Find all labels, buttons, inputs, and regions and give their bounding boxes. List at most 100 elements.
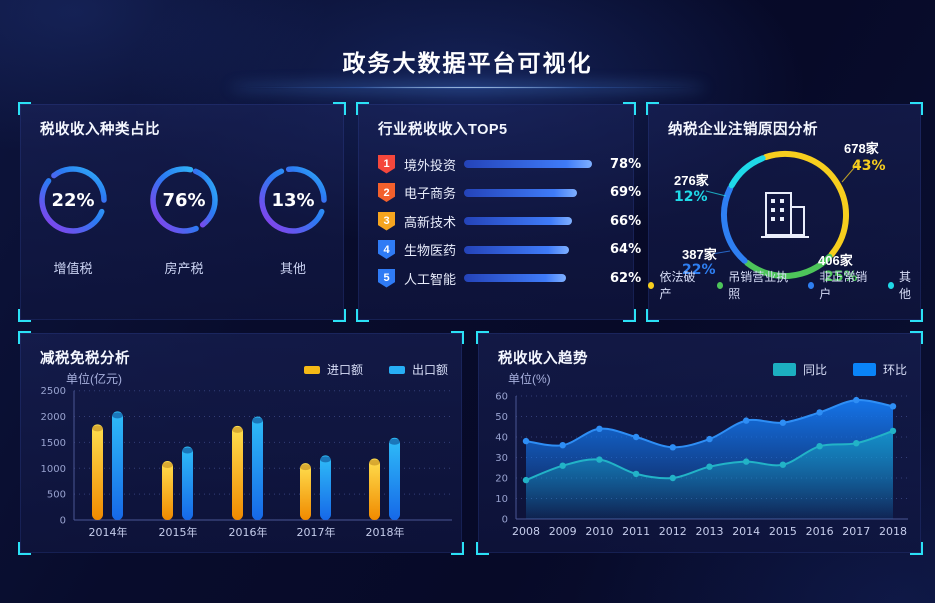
corner-bracket xyxy=(18,331,31,344)
svg-text:20: 20 xyxy=(495,474,508,485)
rank-percent: 69% xyxy=(610,185,642,200)
data-point xyxy=(706,435,713,443)
data-point xyxy=(596,456,603,463)
top5-row: 1 境外投资 78% xyxy=(378,154,641,174)
rank-percent: 66% xyxy=(610,213,642,229)
corner-bracket xyxy=(476,542,489,555)
bar-import xyxy=(92,424,103,520)
rank-percent: 78% xyxy=(610,156,642,172)
svg-text:30: 30 xyxy=(495,453,508,464)
rank-label: 高新技术 xyxy=(404,214,457,230)
svg-text:2012: 2012 xyxy=(659,525,687,538)
bar-export xyxy=(320,455,331,520)
legend-item[interactable]: 其他 xyxy=(887,268,921,302)
data-point xyxy=(853,440,860,447)
panel-title: 税收收入种类占比 xyxy=(40,122,160,138)
donut-slice xyxy=(728,155,766,189)
panel-title: 行业税收收入TOP5 xyxy=(378,122,508,138)
rank-bar-fill xyxy=(464,217,572,225)
donut-canvas xyxy=(705,150,861,279)
panel-title: 纳税企业注销原因分析 xyxy=(668,122,818,138)
bar-export xyxy=(252,416,263,520)
svg-text:2015: 2015 xyxy=(769,525,797,538)
corner-bracket xyxy=(356,102,369,115)
svg-text:2017: 2017 xyxy=(842,525,870,538)
legend-item[interactable]: 环比 xyxy=(852,361,907,378)
area-chart-legend: 同比 环比 xyxy=(772,361,907,378)
donut-chart: 678家 43% 276家 12% 387家 22% 406家 25% xyxy=(648,104,921,320)
legend-item[interactable]: 进口额 xyxy=(303,361,363,378)
legend-label: 其他 xyxy=(899,270,912,301)
panel-tax-trend: 税收收入趋势 单位(%) 同比 环比 0 10 20 30 40 50 60 2008 2009 2… xyxy=(476,331,923,555)
bar-import xyxy=(232,425,243,520)
panel-tax-reduction: 减税免税分析 单位(亿元) 进口额 出口额 0 500 1000 1500 2000 250… xyxy=(18,331,464,555)
rank-bar xyxy=(464,160,610,168)
corner-bracket xyxy=(910,102,923,115)
legend-item[interactable]: 非正常销户 xyxy=(807,268,875,302)
legend-label: 进口额 xyxy=(326,363,363,377)
rank-label: 生物医药 xyxy=(404,243,457,258)
ring-percent: 22% xyxy=(51,189,95,211)
legend-swatch xyxy=(772,363,796,376)
area-chart-canvas: 0 10 20 30 40 50 60 2008 2009 2010 2011 2012 2013 201… xyxy=(495,392,908,538)
bar-chart-legend: 进口额 出口额 xyxy=(303,361,448,378)
ring-gauge xyxy=(150,166,218,234)
rank-bar-fill xyxy=(464,188,577,197)
legend-label: 同比 xyxy=(802,363,827,377)
corner-bracket xyxy=(451,542,464,555)
data-point xyxy=(522,476,530,484)
corner-bracket xyxy=(646,102,659,115)
unit-label: 单位(%) xyxy=(508,372,551,386)
rank-percent: 64% xyxy=(610,242,642,257)
callout-count: 387家 xyxy=(682,247,717,262)
rank-label: 人工智能 xyxy=(404,271,457,287)
callout-line xyxy=(807,261,827,271)
callout-count: 276家 xyxy=(674,173,709,188)
corner-bracket xyxy=(333,309,346,322)
top5-row: 5 人工智能 62% xyxy=(378,268,641,288)
panel-title: 税收收入趋势 xyxy=(498,351,588,367)
ring-percent: 13% xyxy=(271,189,315,211)
legend-item[interactable]: 出口额 xyxy=(388,361,448,378)
svg-text:1500: 1500 xyxy=(41,438,66,449)
header: 政务大数据平台可视化 xyxy=(0,0,935,100)
svg-text:2016年: 2016年 xyxy=(229,525,268,539)
data-point xyxy=(743,458,750,465)
data-point xyxy=(632,433,640,441)
title-glow-line xyxy=(232,86,703,89)
legend-label: 吊销营业执照 xyxy=(728,270,789,301)
bar-export xyxy=(112,411,123,520)
data-point xyxy=(889,427,897,435)
svg-text:2015年: 2015年 xyxy=(159,525,198,539)
svg-text:60: 60 xyxy=(495,392,508,403)
panel-cancellation-reasons: 纳税企业注销原因分析 678家 43% 276家 12% 387家 22% 406家 25% … xyxy=(646,102,923,322)
legend-dot xyxy=(887,281,894,289)
top5-row: 4 生物医药 64% xyxy=(378,240,641,260)
data-point xyxy=(816,443,823,450)
corner-bracket xyxy=(910,542,923,555)
bar-import xyxy=(300,463,311,520)
legend-dot xyxy=(648,281,655,289)
legend-item[interactable]: 吊销营业执照 xyxy=(716,268,795,302)
rank-badge: 1 xyxy=(378,154,395,174)
legend-item[interactable]: 依法破产 xyxy=(648,268,704,302)
legend-item[interactable]: 同比 xyxy=(772,361,827,378)
corner-bracket xyxy=(333,102,346,115)
svg-text:0: 0 xyxy=(60,516,66,527)
ring-percent: 76% xyxy=(162,189,206,211)
data-point xyxy=(669,474,676,482)
data-point xyxy=(669,444,676,451)
data-point xyxy=(706,463,713,470)
rank-badge: 5 xyxy=(378,268,395,288)
corner-bracket xyxy=(910,309,923,322)
rank-bar-fill xyxy=(464,160,592,168)
svg-text:2000: 2000 xyxy=(41,412,66,423)
corner-bracket xyxy=(623,102,636,115)
donut-legend: 依法破产 吊销营业执照 非正常销户 其他 xyxy=(648,268,921,302)
svg-text:2010: 2010 xyxy=(585,525,613,538)
tax-ring-2: 76% 房产税 xyxy=(144,160,224,277)
svg-text:2500: 2500 xyxy=(41,386,66,397)
svg-text:0: 0 xyxy=(502,515,508,526)
callout-count: 406家 xyxy=(818,253,853,268)
